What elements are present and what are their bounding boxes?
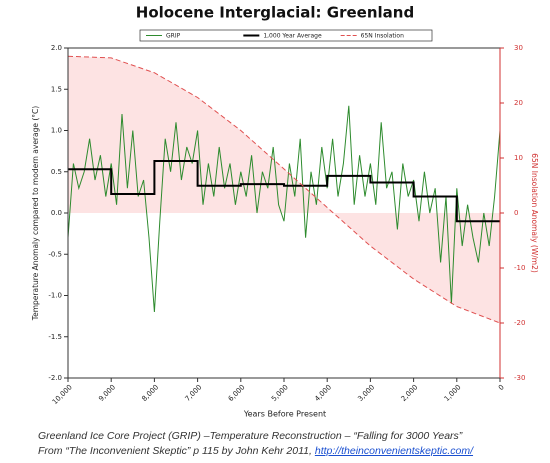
y2-tick-label: 10 [514,154,523,162]
y-tick-label: 1.5 [51,85,62,93]
y-tick-label: 1.0 [51,127,62,135]
y2-tick-label: -10 [514,264,525,272]
x-tick-label: 6,000 [227,383,247,403]
caption-line: From “The Inconvenient Skeptic” p 115 by… [38,445,473,457]
y2-tick-label: 30 [514,44,523,52]
y-tick-label: 0.5 [51,168,62,176]
series-line [67,55,501,324]
x-tick-label: 3,000 [356,383,376,403]
series-line [68,160,500,223]
y-axis-title: Temperature Anomaly compared to modern a… [31,106,40,321]
legend-label: 1,000 Year Average [263,33,322,40]
x-tick-label: 5,000 [270,383,290,403]
x-tick-label: 10,000 [51,383,74,406]
legend-label: GRIP [166,33,181,40]
caption-text: From “The Inconvenient Skeptic” p 115 by… [38,445,315,457]
y-tick-label: 0.0 [51,209,62,217]
y2-axis-title: 65N Insolation Anomaly (W/m2) [530,153,539,273]
y-tick-label: -2.0 [48,374,62,382]
caption-line: Greenland Ice Core Project (GRIP) –Tempe… [38,430,463,442]
chart-title: Holocene Interglacial: Greenland [136,4,414,22]
x-tick-label: 7,000 [184,383,204,403]
x-tick-label: 1,000 [443,383,463,403]
y-tick-label: -0.5 [48,250,62,258]
y2-tick-label: 20 [514,99,523,107]
x-tick-label: 0 [497,383,506,392]
legend-label: 65N Insolation [361,33,404,40]
x-tick-label: 9,000 [97,383,117,403]
y2-tick-label: -20 [514,319,525,327]
y2-tick-label: 0 [514,209,518,217]
y2-tick-label: -30 [514,374,525,382]
x-tick-label: 2,000 [400,383,420,403]
y-tick-label: 2.0 [51,44,62,52]
x-tick-label: 8,000 [140,383,160,403]
y-tick-label: -1.5 [48,333,62,341]
legend [139,29,433,42]
x-axis-title: Years Before Present [243,410,326,419]
y-tick-label: -1.0 [48,292,62,300]
x-tick-label: 4,000 [313,383,333,403]
chart: Holocene Interglacial: Greenland Years B… [31,4,539,419]
caption-link[interactable]: http://theinconvenientskeptic.com/ [314,445,474,457]
series-line [67,105,501,313]
